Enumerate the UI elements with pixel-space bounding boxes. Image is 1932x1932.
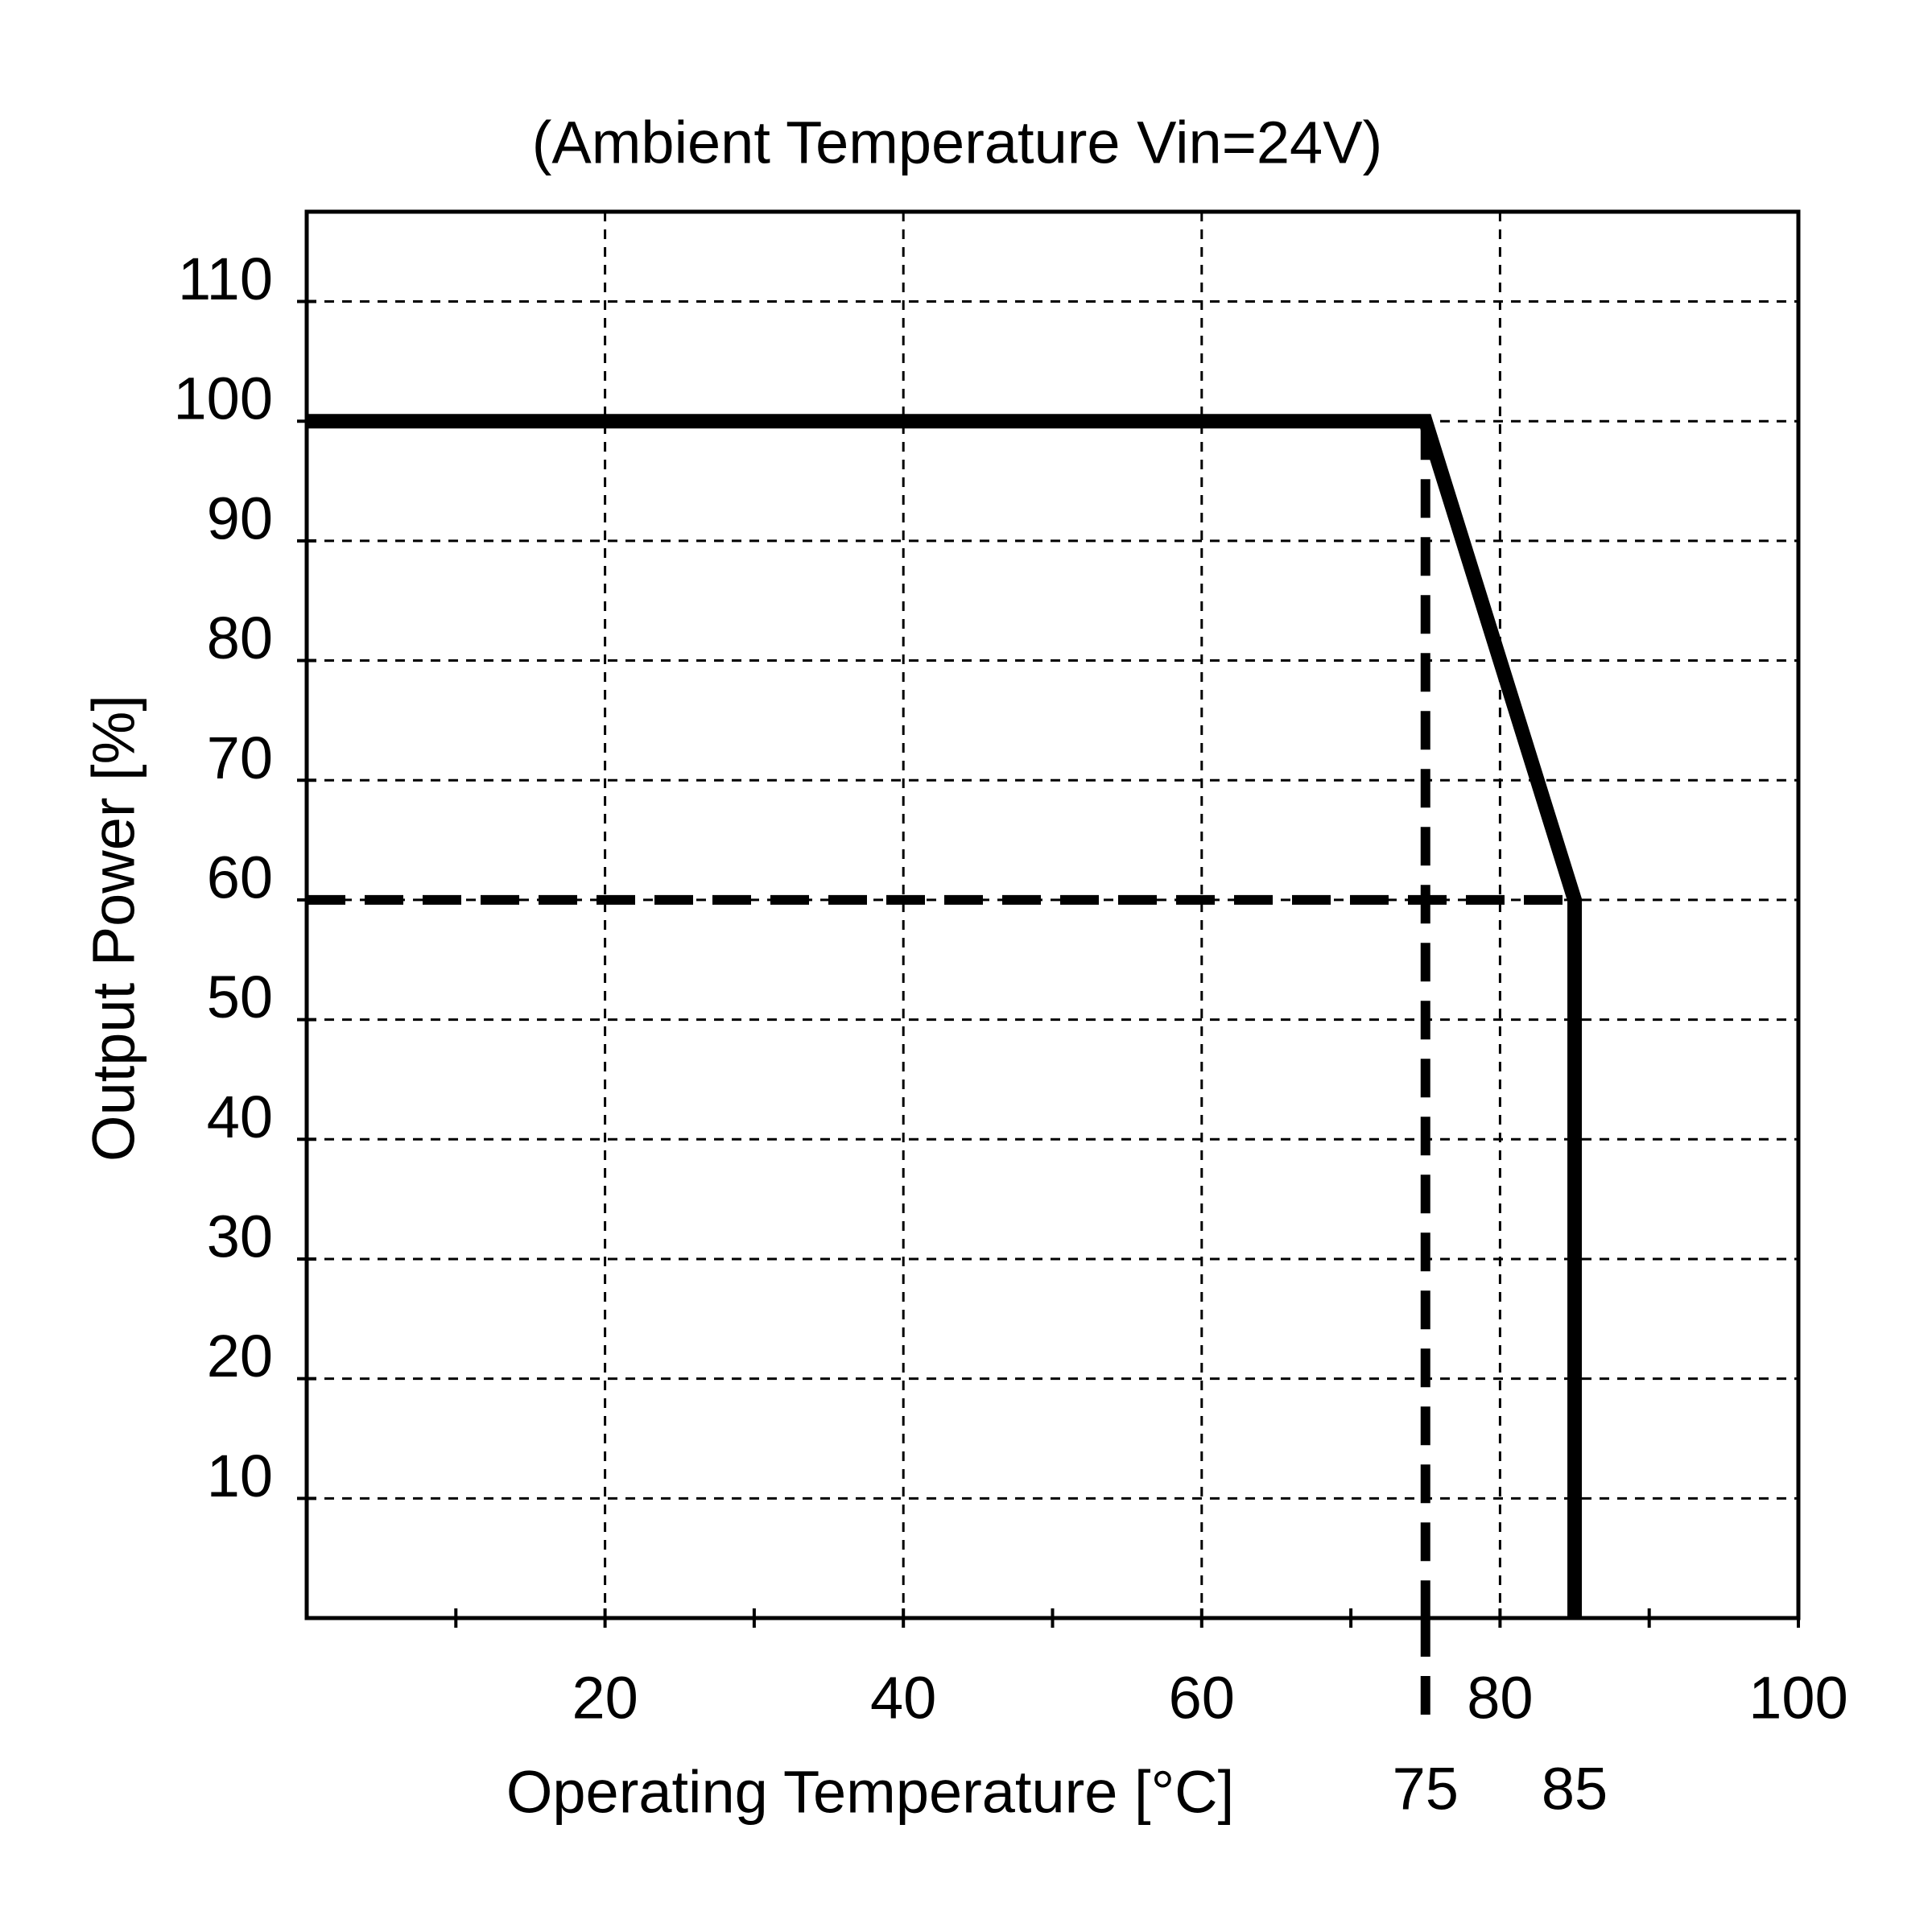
y-tick-label: 60: [207, 844, 273, 910]
y-tick-label: 110: [178, 246, 273, 312]
x-tick-label: 40: [870, 1665, 936, 1732]
x-marker-label: 85: [1542, 1756, 1608, 1823]
plot-frame: [304, 209, 1801, 1620]
y-tick-label: 90: [207, 485, 273, 551]
y-axis-label: Output Power [%]: [80, 695, 147, 1162]
x-tick-label: 20: [572, 1665, 638, 1732]
chart-title: (Ambient Temperature Vin=24V): [532, 109, 1382, 176]
y-tick-label: 80: [207, 605, 273, 671]
y-tick-label: 30: [207, 1203, 273, 1270]
y-tick-label: 40: [207, 1084, 273, 1150]
x-tick-label: 100: [1748, 1665, 1847, 1732]
y-tick-label: 10: [207, 1443, 273, 1509]
derating-line: [307, 414, 1583, 1618]
y-tick-label: 50: [207, 964, 273, 1030]
x-marker-label: 75: [1393, 1756, 1459, 1823]
x-axis-label: Operating Temperature [°C]: [506, 1759, 1234, 1826]
y-tick-label: 20: [207, 1323, 273, 1389]
x-tick-label: 80: [1467, 1665, 1533, 1732]
y-tick-label: 100: [174, 365, 273, 432]
x-tick-label: 60: [1169, 1665, 1235, 1732]
y-tick-label: 70: [207, 724, 273, 791]
